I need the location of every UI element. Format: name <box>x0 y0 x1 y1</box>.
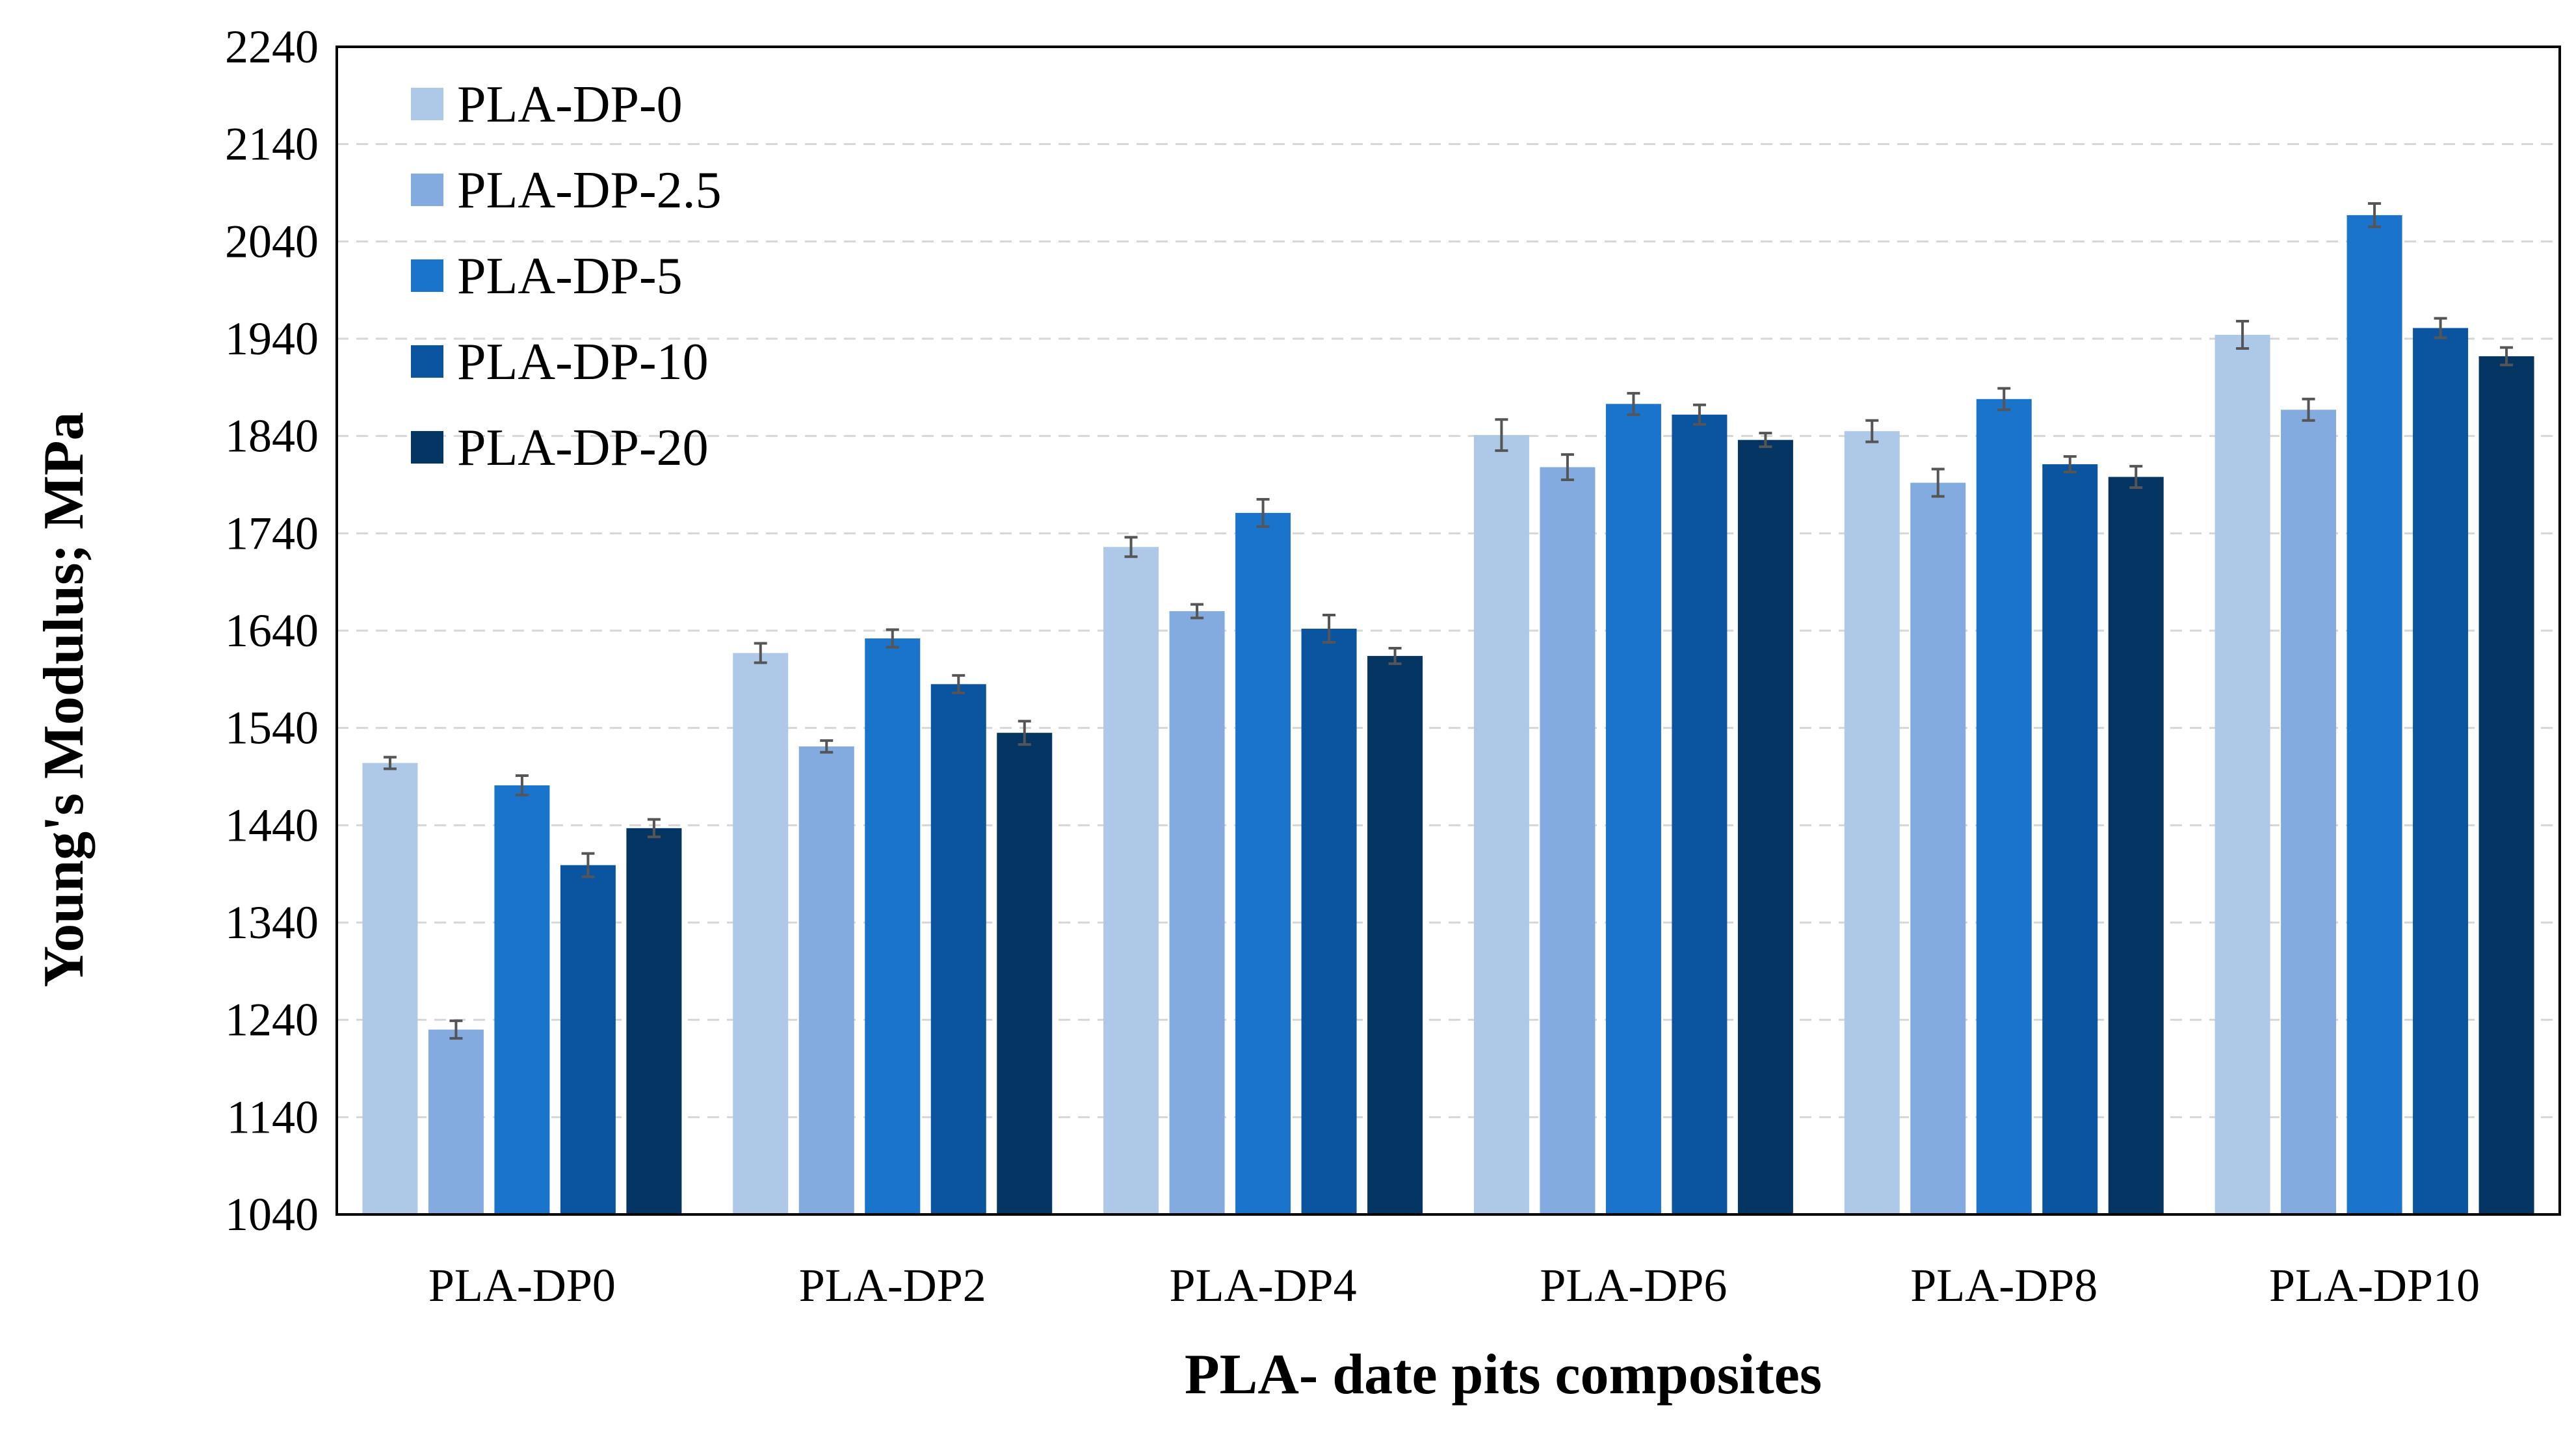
x-tick-label: PLA-DP2 <box>799 1259 986 1311</box>
bar <box>2215 335 2270 1214</box>
bar <box>1844 431 1900 1214</box>
bar <box>1301 629 1357 1214</box>
bar <box>2042 464 2098 1214</box>
bar <box>1605 404 1661 1215</box>
legend-swatch <box>411 431 443 464</box>
x-tick-labels: PLA-DP0 PLA-DP2 PLA-DP4 PLA-DP6 PLA-DP8 PLA-D… <box>428 1259 2480 1311</box>
y-tick-label: 2140 <box>225 118 319 170</box>
bars <box>362 215 2534 1215</box>
x-tick-label: PLA-DP4 <box>1170 1259 1357 1311</box>
x-tick-label: PLA-DP10 <box>2269 1259 2480 1311</box>
bar <box>2108 477 2164 1215</box>
y-tick-label: 1740 <box>225 507 319 559</box>
bar <box>997 733 1053 1214</box>
bar <box>865 638 921 1214</box>
legend-label: PLA-DP-0 <box>457 76 683 133</box>
y-tick-label: 1940 <box>225 313 319 365</box>
legend-label: PLA-DP-5 <box>457 248 683 305</box>
y-tick-label: 1440 <box>225 799 319 851</box>
y-axis-title: Young's Modulus; MPa <box>33 412 96 987</box>
legend-swatch <box>411 345 443 378</box>
x-axis-title: PLA- date pits composites <box>1185 1343 1822 1406</box>
bar <box>2478 356 2534 1215</box>
bar <box>494 785 550 1214</box>
legend-swatch <box>411 174 443 206</box>
plot-frame <box>335 46 2561 1216</box>
y-tick-label: 2040 <box>225 215 319 267</box>
bar <box>428 1029 484 1214</box>
y-tick-label: 1540 <box>225 702 319 754</box>
y-tick-label: 1140 <box>227 1091 319 1143</box>
bar <box>1103 547 1159 1215</box>
bar <box>1672 414 1728 1214</box>
bar <box>560 865 616 1214</box>
legend: PLA-DP-0 PLA-DP-2.5 PLA-DP-5 PLA-DP-10 PLA-D… <box>411 76 722 477</box>
bar <box>1910 482 1966 1215</box>
bar <box>2346 215 2402 1214</box>
error-bars <box>383 202 2514 1040</box>
y-tick-label: 1640 <box>225 605 319 657</box>
bar <box>1737 439 1793 1214</box>
legend-label: PLA-DP-10 <box>457 334 709 391</box>
bar <box>1169 611 1225 1214</box>
bar <box>1976 399 2032 1214</box>
bar <box>930 684 986 1214</box>
y-tick-labels: 1040 1140 1240 1340 1440 1540 1640 1740 1840 1940… <box>225 21 319 1240</box>
bar <box>1367 655 1423 1214</box>
y-tick-label: 1240 <box>225 994 319 1046</box>
bar <box>626 828 682 1214</box>
bar <box>1473 435 1529 1215</box>
x-tick-label: PLA-DP6 <box>1540 1259 1727 1311</box>
bar <box>2281 410 2337 1215</box>
bar <box>733 653 789 1214</box>
y-tick-label: 1040 <box>225 1188 319 1240</box>
y-tick-label: 1340 <box>225 897 319 949</box>
bar <box>1540 467 1596 1214</box>
legend-label: PLA-DP-20 <box>457 419 709 477</box>
y-tick-label: 2240 <box>225 21 319 73</box>
bar <box>362 763 418 1214</box>
bar <box>798 746 854 1214</box>
legend-swatch <box>411 88 443 120</box>
x-tick-label: PLA-DP0 <box>428 1259 616 1311</box>
x-tick-label: PLA-DP8 <box>1910 1259 2097 1311</box>
legend-swatch <box>411 259 443 292</box>
bar <box>1235 512 1291 1214</box>
y-tick-label: 1840 <box>225 410 319 462</box>
bar <box>2413 328 2469 1215</box>
legend-label: PLA-DP-2.5 <box>457 162 722 219</box>
